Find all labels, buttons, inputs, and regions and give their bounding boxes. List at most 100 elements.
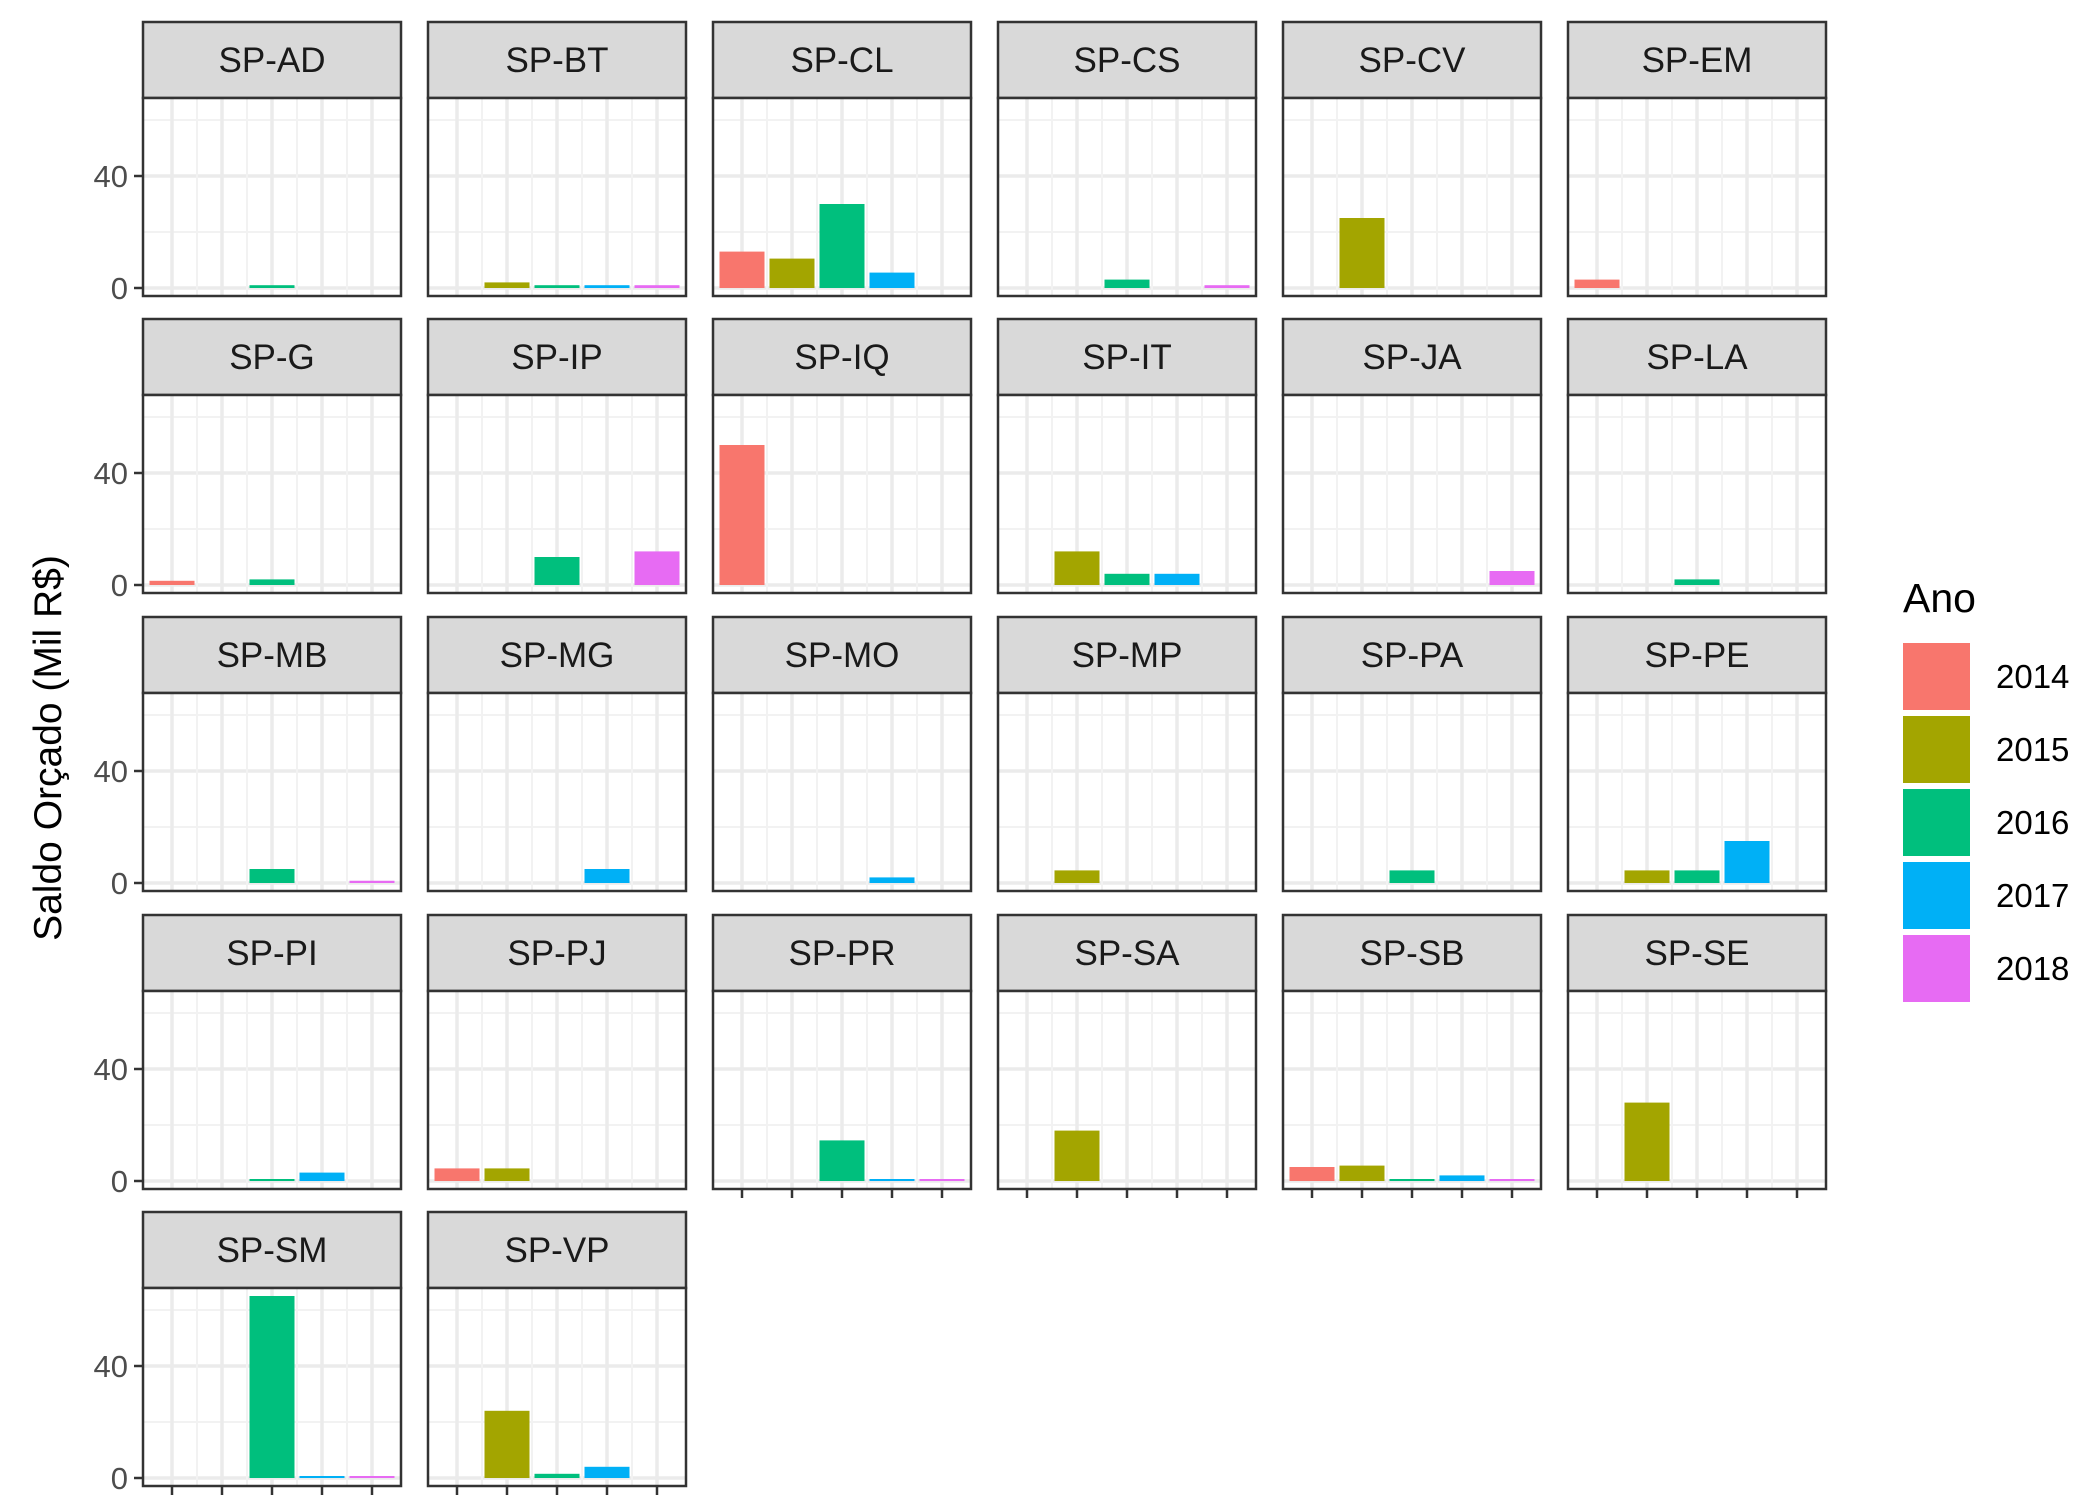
panel-border — [996, 393, 1258, 595]
bar-sp-em-2014 — [1574, 279, 1620, 288]
legend-key-2014 — [1903, 643, 1970, 710]
legend-label-2017: 2017 — [1996, 877, 2069, 914]
legend-label-2015: 2015 — [1996, 731, 2069, 768]
bar-sp-sb-2017 — [1439, 1175, 1485, 1181]
bar-sp-pr-2017 — [869, 1179, 915, 1181]
facet-label-sp-mp: SP-MP — [1072, 636, 1183, 675]
bar-sp-mb-2016 — [249, 869, 295, 883]
legend-key-2016 — [1903, 789, 1970, 856]
panel-border — [1566, 691, 1828, 893]
panel-border — [426, 96, 688, 298]
bar-sp-ip-2018 — [634, 551, 680, 585]
bar-sp-pe-2017 — [1724, 841, 1770, 883]
facet-label-sp-pr: SP-PR — [789, 934, 896, 973]
facet-strip-sp-em — [1566, 20, 1828, 100]
y-tick-label: 0 — [111, 1461, 128, 1496]
panel-border — [711, 691, 973, 893]
bar-sp-pj-2014 — [434, 1168, 480, 1181]
facet-strip-sp-mb — [141, 615, 403, 695]
facet-label-sp-pa: SP-PA — [1361, 636, 1464, 675]
bar-sp-vp-2016 — [534, 1473, 580, 1478]
bar-sp-cl-2017 — [869, 272, 915, 288]
bar-sp-it-2015 — [1054, 551, 1100, 585]
bar-sp-ja-2018 — [1489, 571, 1535, 585]
facet-strip-sp-cl — [711, 20, 973, 100]
bar-sp-bt-2017 — [584, 285, 630, 288]
facet-strip-sp-sb — [1281, 913, 1543, 993]
panel-border — [711, 96, 973, 298]
panel-border — [1566, 96, 1828, 298]
bar-sp-iq-2014 — [719, 445, 765, 585]
bar-sp-pe-2015 — [1624, 870, 1670, 883]
bar-sp-cl-2016 — [819, 204, 865, 288]
legend-label-2014: 2014 — [1996, 658, 2069, 695]
bar-sp-mp-2015 — [1054, 870, 1100, 883]
facet-label-sp-bt: SP-BT — [505, 41, 608, 80]
facet-label-sp-pe: SP-PE — [1644, 636, 1749, 675]
facet-label-sp-se: SP-SE — [1644, 934, 1749, 973]
facet-strip-sp-pr — [711, 913, 973, 993]
y-tick-label: 40 — [94, 1052, 128, 1087]
bar-sp-sb-2018 — [1489, 1179, 1535, 1181]
facet-strip-sp-cv — [1281, 20, 1543, 100]
facet-label-sp-vp: SP-VP — [504, 1231, 609, 1270]
facet-label-sp-mb: SP-MB — [217, 636, 328, 675]
bar-sp-g-2014 — [149, 580, 195, 585]
panel-border — [1281, 96, 1543, 298]
bar-sp-sb-2015 — [1339, 1165, 1385, 1181]
facet-strip-sp-pj — [426, 913, 688, 993]
facet-label-sp-g: SP-G — [229, 338, 315, 377]
panel-border — [1566, 393, 1828, 595]
bar-sp-bt-2018 — [634, 285, 680, 288]
bar-sp-pj-2015 — [484, 1168, 530, 1181]
facet-label-sp-ip: SP-IP — [511, 338, 602, 377]
facet-label-sp-pi: SP-PI — [226, 934, 317, 973]
facet-label-sp-cl: SP-CL — [790, 41, 893, 80]
facet-strip-sp-bt — [426, 20, 688, 100]
bar-sp-sm-2018 — [349, 1476, 395, 1478]
bar-sp-sa-2015 — [1054, 1130, 1100, 1181]
bar-sp-pi-2016 — [249, 1179, 295, 1181]
panel-border — [141, 989, 403, 1191]
facet-strip-sp-g — [141, 317, 403, 397]
y-tick-label: 0 — [111, 1164, 128, 1199]
legend-label-2016: 2016 — [1996, 804, 2069, 841]
facet-label-sp-sm: SP-SM — [217, 1231, 328, 1270]
legend-key-2018 — [1903, 935, 1970, 1002]
facet-label-sp-pj: SP-PJ — [507, 934, 606, 973]
facet-label-sp-iq: SP-IQ — [794, 338, 889, 377]
bar-sp-pi-2017 — [299, 1172, 345, 1181]
bar-sp-sm-2016 — [249, 1296, 295, 1478]
panel-border — [1281, 691, 1543, 893]
facet-label-sp-ad: SP-AD — [219, 41, 326, 80]
y-tick-label: 0 — [111, 568, 128, 603]
legend-key-2017 — [1903, 862, 1970, 929]
facet-strip-sp-mg — [426, 615, 688, 695]
panel-border — [426, 691, 688, 893]
panel-border — [141, 691, 403, 893]
bar-sp-pa-2016 — [1389, 870, 1435, 883]
facet-strip-sp-vp — [426, 1210, 688, 1290]
bar-sp-se-2015 — [1624, 1102, 1670, 1181]
legend-label-2018: 2018 — [1996, 950, 2069, 987]
bar-sp-ad-2016 — [249, 285, 295, 288]
bar-sp-sb-2014 — [1289, 1167, 1335, 1181]
y-tick-label: 40 — [94, 159, 128, 194]
facet-strip-sp-pe — [1566, 615, 1828, 695]
facet-label-sp-sa: SP-SA — [1074, 934, 1180, 973]
bar-sp-bt-2016 — [534, 285, 580, 288]
panel-border — [711, 393, 973, 595]
bar-sp-it-2016 — [1104, 573, 1150, 585]
bar-sp-pe-2016 — [1674, 870, 1720, 883]
facet-label-sp-la: SP-LA — [1646, 338, 1748, 377]
bar-sp-cs-2018 — [1204, 285, 1250, 288]
y-tick-label: 0 — [111, 866, 128, 901]
facet-strip-sp-ad — [141, 20, 403, 100]
facet-label-sp-ja: SP-JA — [1362, 338, 1462, 377]
bar-sp-pr-2016 — [819, 1140, 865, 1181]
bar-sp-sb-2016 — [1389, 1179, 1435, 1181]
legend-title: Ano — [1903, 575, 1976, 621]
bar-sp-g-2016 — [249, 579, 295, 585]
facet-strip-sp-sm — [141, 1210, 403, 1290]
facet-label-sp-mg: SP-MG — [500, 636, 615, 675]
